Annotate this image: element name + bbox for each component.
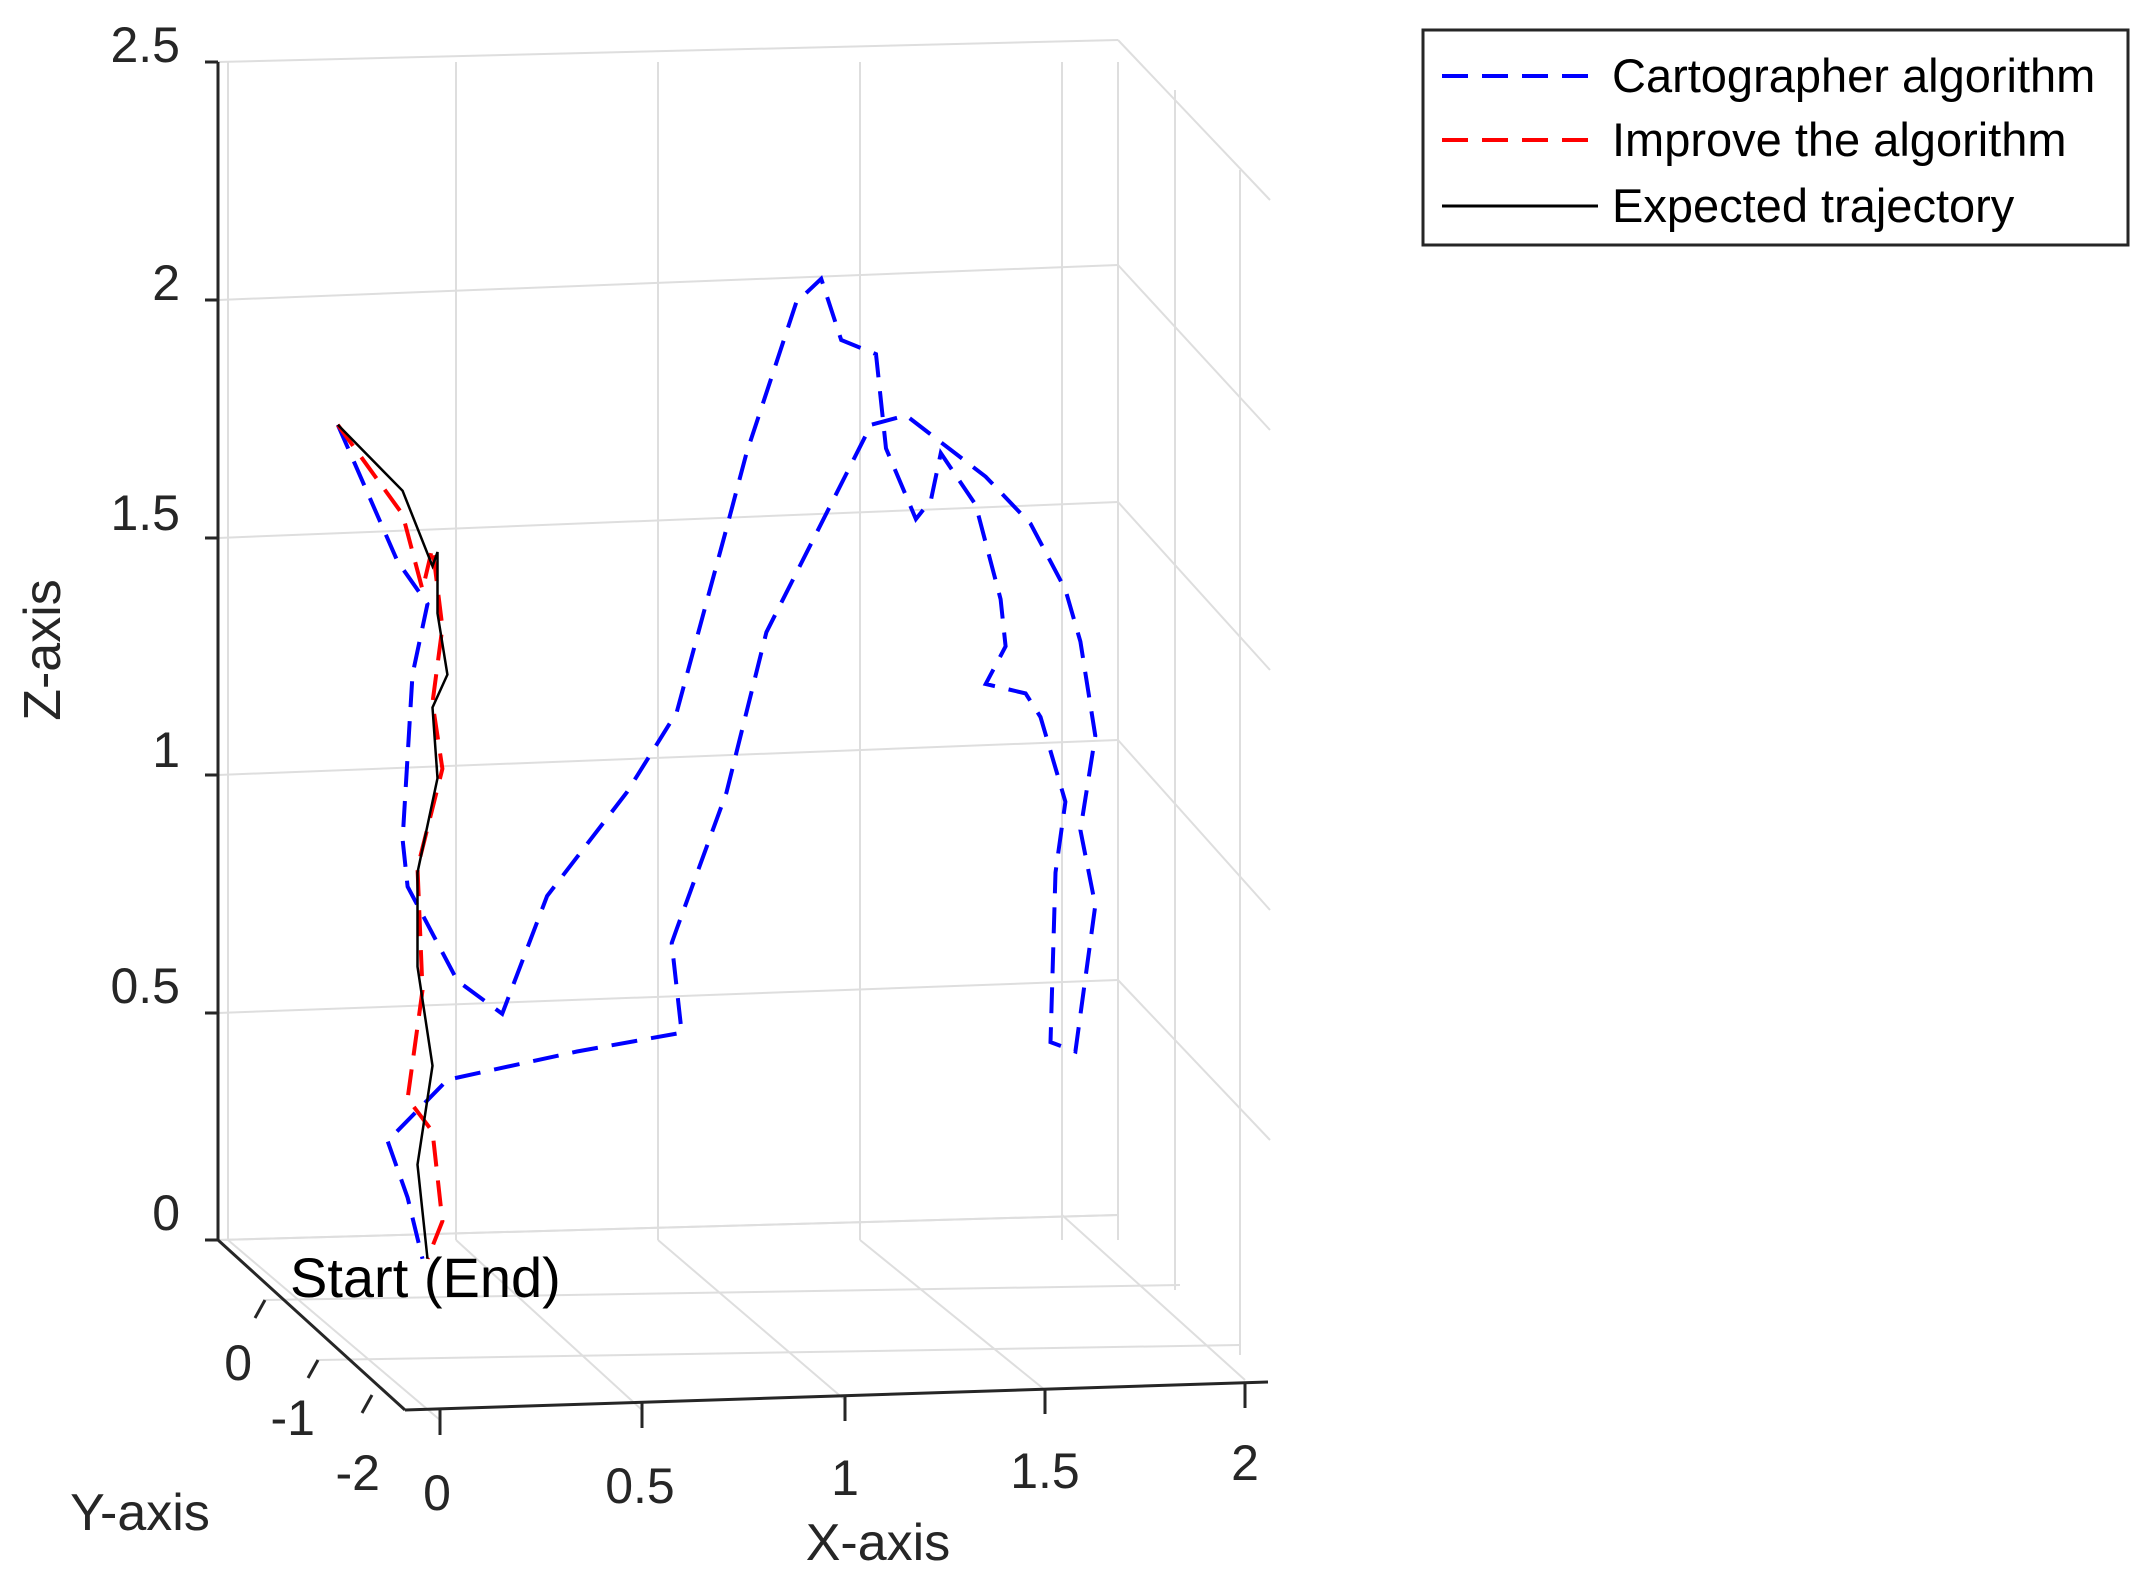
x-tick-label: 1 <box>831 1450 859 1506</box>
x-ticks: 0 0.5 1 1.5 2 <box>423 1383 1259 1521</box>
x-axis-label: X-axis <box>806 1514 950 1572</box>
side-wall-grid <box>1117 39 1271 1355</box>
legend-label-cartographer: Cartographer algorithm <box>1612 49 2095 102</box>
series-improved-line <box>336 423 445 1260</box>
legend: Cartographer algorithm Improve the algor… <box>1421 28 2130 247</box>
y-tick-label: -1 <box>271 1390 315 1446</box>
x-tick-label: 2 <box>1231 1435 1259 1491</box>
x-tick-label: 0.5 <box>605 1458 675 1514</box>
z-tick-label: 1 <box>152 722 180 778</box>
z-ticks: 2.5 2 1.5 1 0.5 0 <box>110 17 218 1242</box>
axis-lines <box>216 62 1269 1412</box>
series-expected-line <box>336 423 449 1259</box>
z-tick-label: 0.5 <box>110 958 180 1014</box>
z-tick-label: 0 <box>152 1185 180 1241</box>
data-series-group <box>335 275 1098 1260</box>
y-axis-line <box>216 1238 407 1412</box>
z-tick-label: 1.5 <box>110 485 180 541</box>
y-tick-label: -2 <box>336 1445 380 1501</box>
legend-label-expected: Expected trajectory <box>1612 179 2015 232</box>
x-tick-label: 1.5 <box>1010 1443 1080 1499</box>
legend-label-improved: Improve the algorithm <box>1612 113 2067 166</box>
start-end-annotation: Start (End) <box>290 1246 561 1309</box>
floor-grid <box>217 1214 1246 1421</box>
y-axis-label: Y-axis <box>70 1484 210 1542</box>
x-axis-line <box>404 1380 1269 1412</box>
y-tick-label: 0 <box>224 1335 252 1391</box>
z-tick-label: 2.5 <box>110 17 180 73</box>
back-wall-grid <box>217 39 1119 1241</box>
y-ticks: 0 -1 -2 <box>224 1299 380 1501</box>
legend-box <box>1421 28 2130 247</box>
z-axis-label: Z-axis <box>14 579 72 721</box>
x-tick-label: 0 <box>423 1465 451 1521</box>
z-tick-label: 2 <box>152 255 180 311</box>
